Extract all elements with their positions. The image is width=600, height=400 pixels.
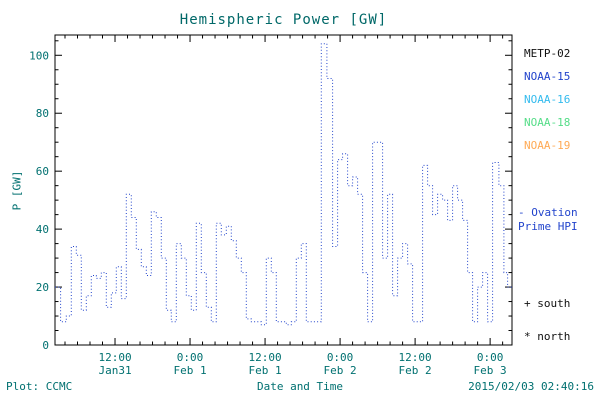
- legend-item-metp-02: METP-02: [524, 47, 571, 60]
- plot-title: Hemispheric Power [GW]: [179, 12, 388, 28]
- x-tick-time: 12:00: [248, 351, 281, 364]
- y-tick-label: 40: [36, 223, 49, 236]
- y-tick-label: 20: [36, 281, 49, 294]
- x-tick-time: 0:00: [177, 351, 204, 364]
- plot-frame: [54, 34, 513, 346]
- satellite-legend: METP-02 NOAA-15 NOAA-16 NOAA-18 NOAA-19: [524, 42, 570, 157]
- ovation-prime-hpi-note: - Ovation Prime HPI: [518, 206, 578, 233]
- x-tick-date: Feb 1: [173, 364, 206, 377]
- y-tick-label: 100: [29, 49, 49, 62]
- x-tick-date: Feb 1: [248, 364, 281, 377]
- y-tick-label: 60: [36, 165, 49, 178]
- legend-item-noaa-18: NOAA-18: [524, 116, 571, 129]
- x-tick-time: 0:00: [327, 351, 354, 364]
- x-tick-date: Feb 2: [324, 364, 357, 377]
- x-tick-time: 12:00: [98, 351, 131, 364]
- x-tick-date: Feb 2: [399, 364, 432, 377]
- y-tick-label: 80: [36, 107, 49, 120]
- y-axis-label: P [GW]: [10, 170, 24, 211]
- plot-source-label: Plot: CCMC: [6, 380, 73, 393]
- legend-item-noaa-19: NOAA-19: [524, 139, 571, 152]
- x-axis-title: Date and Time: [256, 380, 344, 393]
- south-marker-note: + south: [524, 297, 571, 310]
- x-tick-date: Jan31: [98, 364, 131, 377]
- x-tick-time: 0:00: [477, 351, 504, 364]
- north-marker-note: * north: [524, 330, 571, 343]
- x-tick-date: Feb 3: [474, 364, 507, 377]
- hpi-step-line: [55, 43, 512, 326]
- plot-timestamp: 2015/02/03 02:40:16: [468, 380, 594, 393]
- legend-item-noaa-15: NOAA-15: [524, 70, 571, 83]
- y-tick-label: 0: [42, 339, 49, 352]
- x-tick-time: 12:00: [399, 351, 432, 364]
- legend-item-noaa-16: NOAA-16: [524, 93, 571, 106]
